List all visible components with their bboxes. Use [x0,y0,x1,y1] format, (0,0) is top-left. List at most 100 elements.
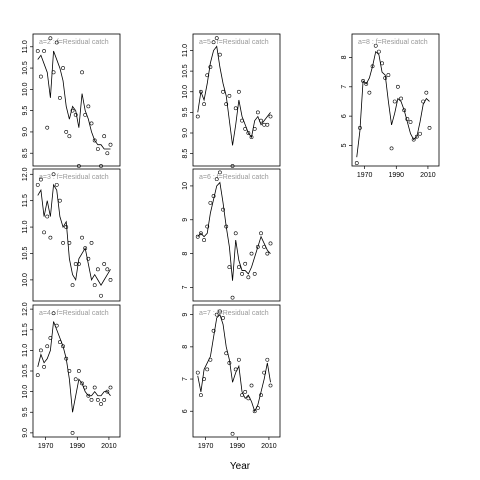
data-point [259,118,263,123]
data-point [405,117,410,121]
data-point [83,113,88,117]
y-tick-label: 9 [182,218,189,222]
data-point [399,96,403,101]
data-point [243,126,248,131]
data-point [99,293,103,298]
y-tick-label: 6 [182,409,189,413]
data-point [83,385,88,390]
data-point [39,348,43,353]
data-point [205,73,210,78]
data-point [402,108,407,113]
data-point [199,393,203,398]
y-tick-label: 10.0 [22,82,29,96]
data-point [195,234,200,239]
data-point [265,122,270,127]
panel-label: a=4 : f=Residual catch [39,310,109,317]
x-tick-label: 1990 [70,443,86,450]
data-point [95,147,100,151]
y-tick-label: 10.5 [22,364,29,378]
data-point [202,238,206,242]
data-point [83,246,88,251]
data-point [45,214,50,219]
data-point [80,381,84,386]
data-point [51,311,56,316]
data-point [361,79,365,83]
data-point [48,36,53,41]
data-point [205,224,210,229]
data-point [227,361,232,365]
data-point [42,49,46,53]
data-point [57,95,62,100]
panel-frame [192,33,281,167]
data-point [217,52,222,57]
data-point [370,64,375,69]
data-point [208,200,213,205]
data-point [214,177,219,182]
data-point [80,235,84,240]
data-point [67,241,72,245]
data-point [243,390,248,394]
data-point [39,74,43,79]
data-point [95,267,100,272]
y-tick-label: 10.0 [182,85,189,99]
data-point [230,295,235,300]
x-tick-label: 1990 [389,172,405,179]
y-tick-label: 11.0 [182,44,189,57]
y-tick-label: 10.0 [22,273,29,287]
y-tick-label: 7 [341,85,348,89]
y-tick-label: 9.0 [22,127,29,137]
data-point [108,385,113,390]
data-point [48,235,53,240]
data-point [243,261,248,266]
data-point [211,194,216,198]
y-tick-label: 8 [182,345,189,349]
y-tick-label: 8.5 [182,149,189,159]
data-point [392,99,397,104]
panel-frame [192,304,281,438]
data-point [76,164,81,168]
data-point [48,336,53,340]
x-axis-label: Year [230,461,251,472]
data-point [233,231,238,236]
y-tick-label: 10.0 [22,385,29,399]
data-point [376,49,381,54]
data-point [35,49,40,53]
y-tick-label: 10.5 [182,64,189,78]
y-tick-label: 9.0 [182,128,189,138]
data-point [255,406,260,410]
y-tick-label: 10.5 [22,61,29,75]
data-point [221,89,225,94]
data-point [380,61,384,66]
data-point [414,134,419,139]
panel-frame [32,168,121,302]
data-point [395,84,400,89]
fit-line [37,321,111,413]
data-point [199,231,203,236]
data-point [259,231,263,236]
data-point [214,312,219,317]
data-point [61,344,65,349]
panel-label: a=3 : f=Residual catch [39,174,109,181]
data-point [246,131,251,135]
data-point [99,402,103,406]
x-tick-label: 1970 [357,172,373,179]
y-tick-label: 10 [182,182,189,190]
data-point [57,198,62,203]
data-point [45,125,50,130]
x-tick-label: 1970 [38,443,54,450]
y-tick-label: 9.5 [182,107,189,117]
data-point [89,121,94,126]
data-point [86,256,91,261]
data-point [383,76,388,80]
data-point [102,262,107,266]
data-point [259,393,263,398]
data-point [202,377,206,381]
data-point [364,81,369,86]
data-point [221,315,225,320]
data-point [240,272,244,276]
data-point [373,43,378,48]
data-point [86,393,91,398]
data-point [411,137,416,142]
panel-label: a=5 : f=Residual catch [199,39,269,46]
